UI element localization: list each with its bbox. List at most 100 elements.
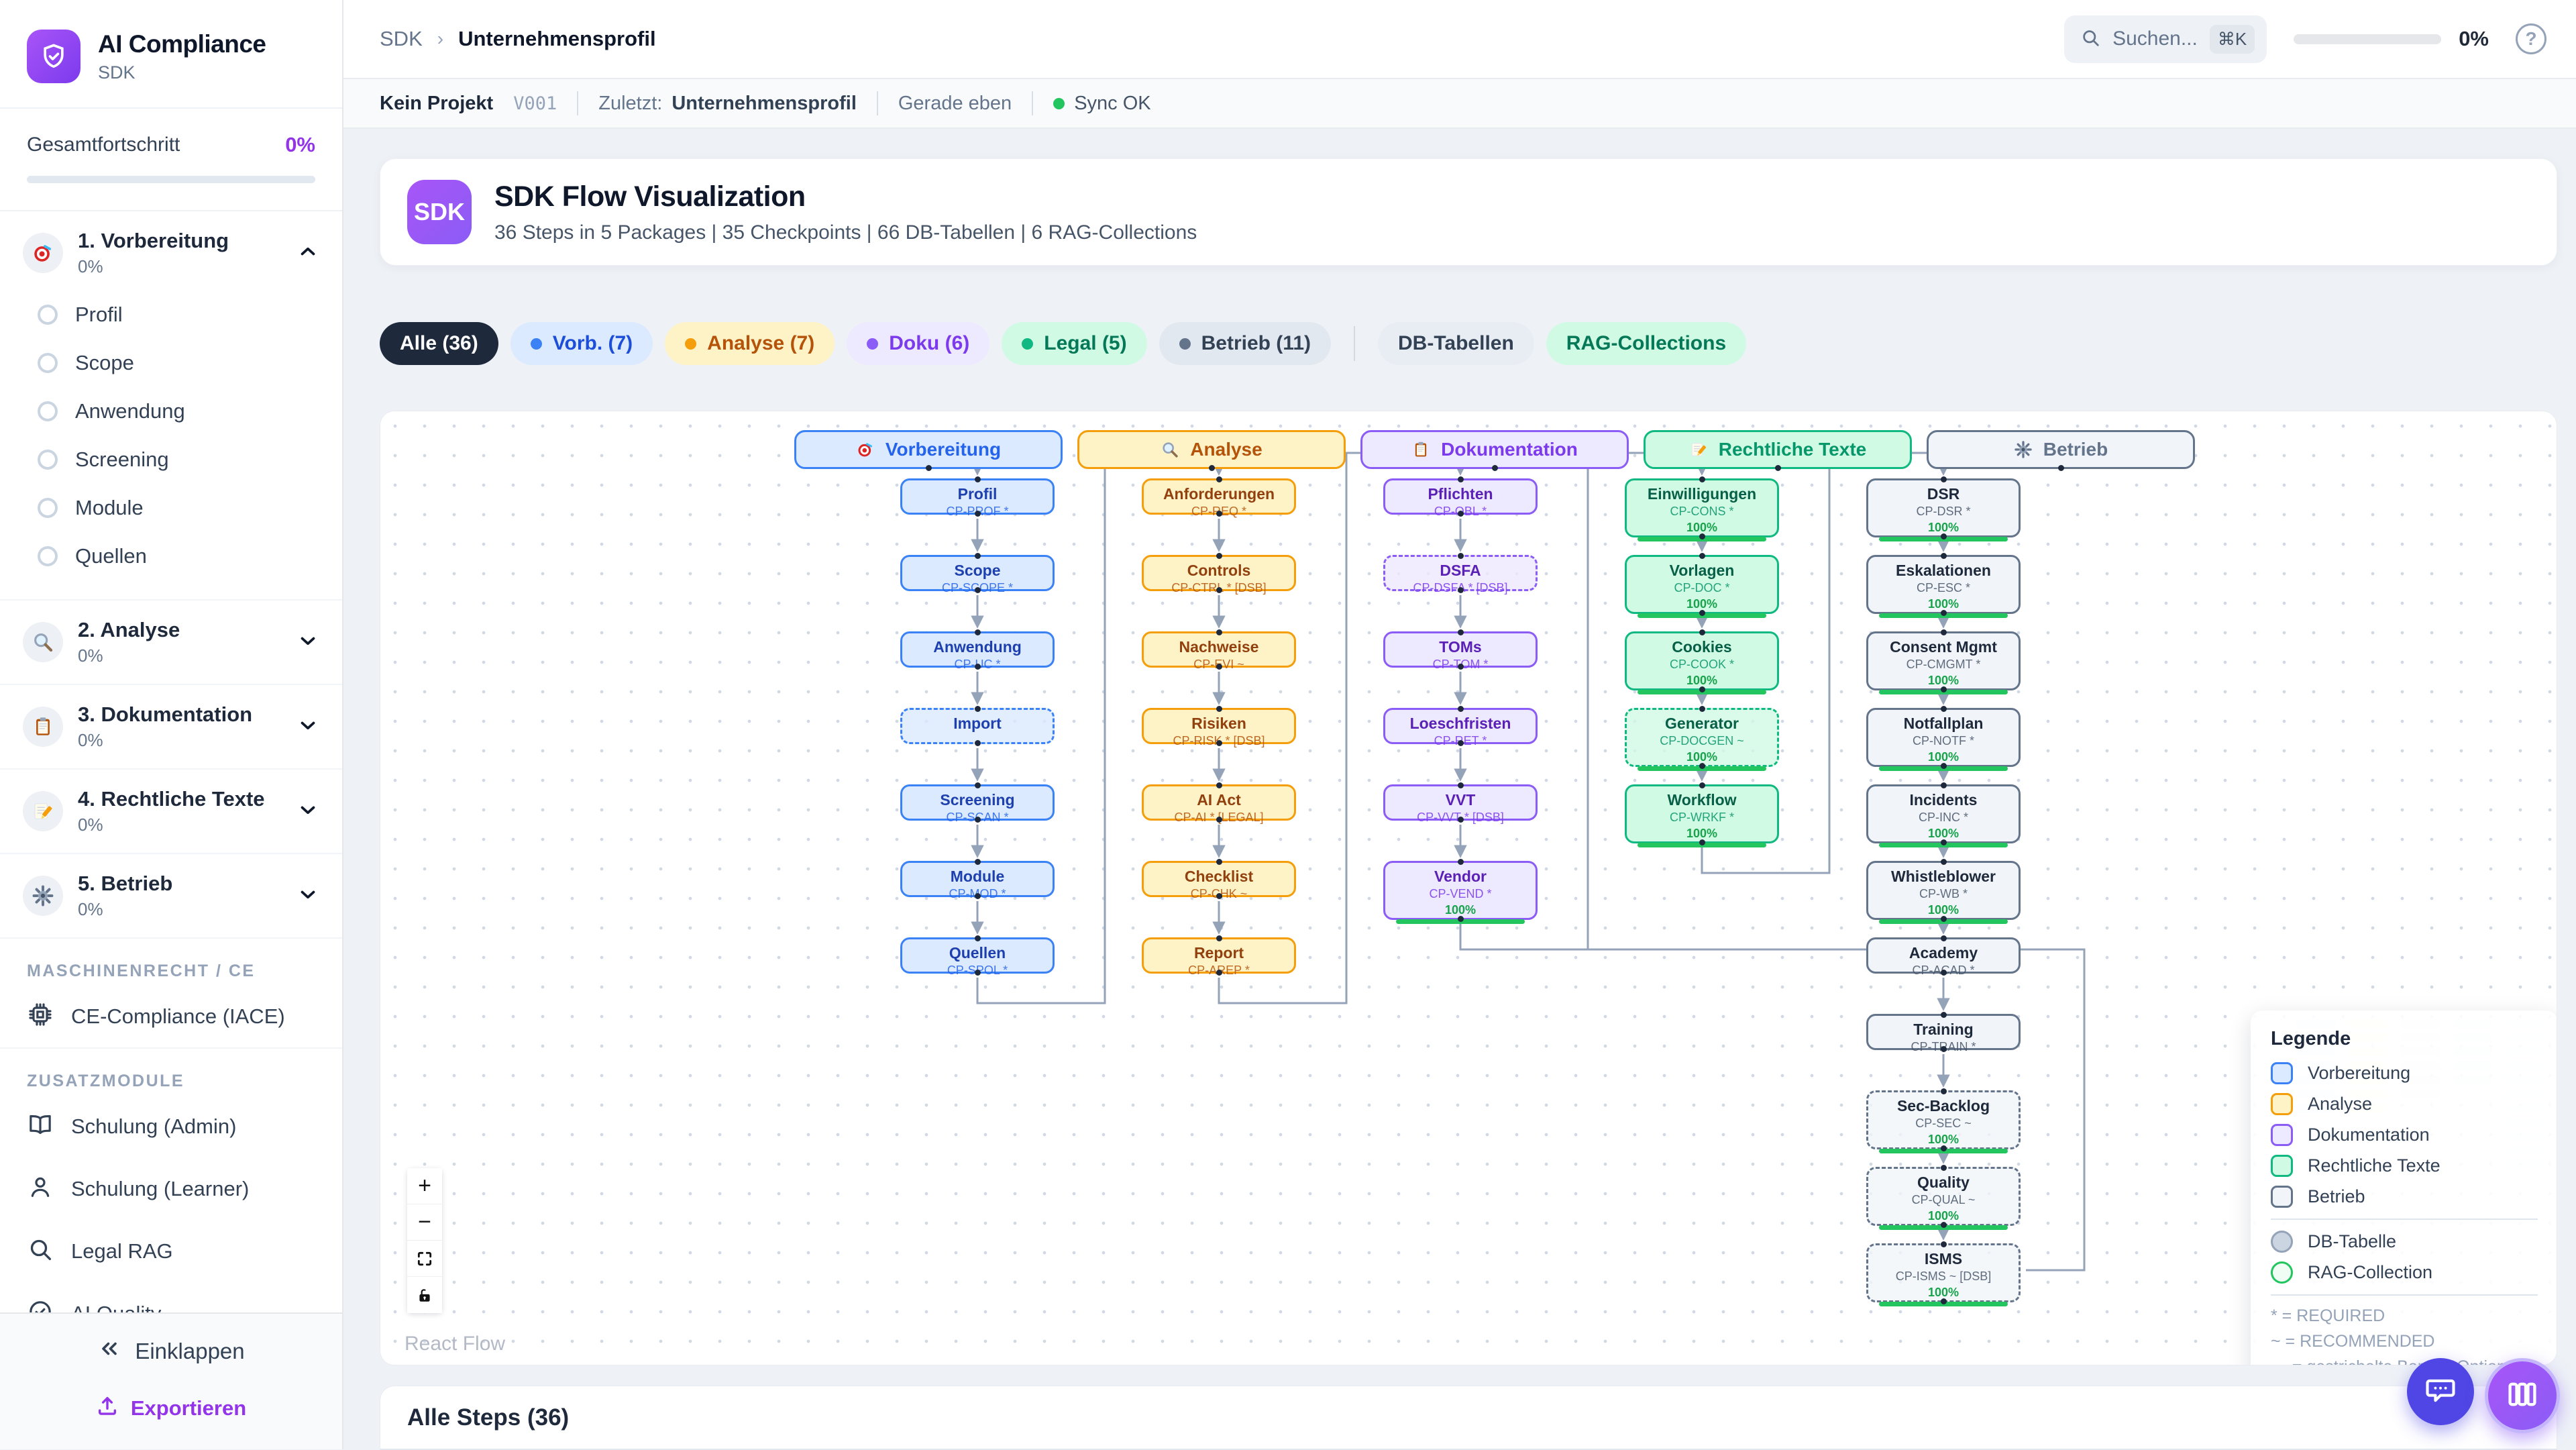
flow-node-dsr[interactable]: DSR CP-DSR * 100%	[1866, 476, 2021, 541]
flow-node-controls[interactable]: Controls CP-CTRL * [DSB]	[1142, 553, 1296, 594]
fit-view-button[interactable]	[407, 1241, 442, 1277]
flow-node-report[interactable]: Report CP-AREP *	[1142, 935, 1296, 977]
filter-chip-rag[interactable]: RAG-Collections	[1546, 322, 1747, 365]
flow-node-anforderungen[interactable]: Anforderungen CP-REQ *	[1142, 476, 1296, 518]
search-input[interactable]: Suchen... ⌘K	[2064, 15, 2267, 63]
phase-item-quellen[interactable]: Quellen	[31, 532, 319, 580]
magnifier-icon	[1161, 440, 1179, 459]
flow-node-ai-act[interactable]: AI Act CP-AI * [LEGAL]	[1142, 782, 1296, 824]
package-header-doku[interactable]: Dokumentation	[1360, 430, 1629, 471]
zoom-out-button[interactable]: −	[407, 1204, 442, 1241]
package-header-vorbereitung[interactable]: Vorbereitung	[794, 430, 1063, 471]
flow-node-incidents[interactable]: Incidents CP-INC * 100%	[1866, 782, 2021, 847]
flow-node-anwendung[interactable]: Anwendung CP-UC *	[900, 629, 1055, 671]
magnifier-icon	[23, 622, 63, 662]
package-header-betrieb[interactable]: Betrieb	[1927, 430, 2195, 471]
flow-node-quality[interactable]: Quality CP-QUAL ~100%	[1866, 1165, 2021, 1230]
flow-node-nachweise[interactable]: Nachweise CP-EVI ~	[1142, 629, 1296, 671]
phase-header[interactable]: 3. Dokumentation 0%	[23, 703, 319, 751]
filter-chip-db[interactable]: DB-Tabellen	[1378, 322, 1534, 365]
flow-node-cookies[interactable]: Cookies CP-COOK * 100%	[1625, 629, 1779, 694]
flow-node-academy[interactable]: Academy CP-ACAD *	[1866, 935, 2021, 977]
legend-item-db-tabelle: DB-Tabelle	[2271, 1231, 2538, 1253]
chat-fab-button[interactable]	[2407, 1358, 2474, 1425]
legend-item-legal: Rechtliche Texte	[2271, 1155, 2538, 1177]
flow-node-vendor[interactable]: Vendor CP-VEND * 100%	[1383, 859, 1538, 924]
pencil-icon	[23, 791, 63, 831]
header-progress-bar	[2294, 34, 2442, 44]
app-header: AI Compliance SDK	[0, 0, 342, 109]
flow-node-profil[interactable]: Profil CP-PROF *	[900, 476, 1055, 518]
legend-swatch-icon	[2271, 1186, 2293, 1208]
flow-node-whistleblower[interactable]: Whistleblower CP-WB * 100%	[1866, 859, 2021, 924]
flow-node-checklist[interactable]: Checklist CP-CHK ~	[1142, 859, 1296, 900]
flow-node-dsfa[interactable]: DSFA CP-DSFA * [DSB]	[1383, 553, 1538, 594]
lock-button[interactable]	[407, 1277, 442, 1313]
phase-item-module[interactable]: Module	[31, 484, 319, 532]
phase-item-screening[interactable]: Screening	[31, 435, 319, 484]
flow-node-isms[interactable]: ISMS CP-ISMS ~ [DSB] 100%	[1866, 1241, 2021, 1306]
zoom-in-button[interactable]: +	[407, 1168, 442, 1204]
export-button[interactable]: Exportieren	[0, 1394, 342, 1422]
phase-header[interactable]: 2. Analyse 0%	[23, 618, 319, 666]
legend-circle-icon	[2271, 1261, 2293, 1284]
flow-node-loeschfristen[interactable]: Loeschfristen CP-RET *	[1383, 706, 1538, 747]
filter-chips: Alle (36) Vorb. (7) Analyse (7) Doku (6) Leg…	[380, 322, 2557, 365]
help-icon[interactable]: ?	[2516, 23, 2546, 54]
filter-chip-all[interactable]: Alle (36)	[380, 322, 498, 365]
legend-note: --- = gestrichelte Border: Optional	[2271, 1357, 2538, 1365]
filter-chip-betrieb[interactable]: Betrieb (11)	[1159, 322, 1331, 365]
phase-5: 5. Betrieb 0%	[0, 854, 342, 939]
package-header-analyse[interactable]: Analyse	[1077, 430, 1346, 471]
reactflow-attribution[interactable]: React Flow	[405, 1333, 506, 1355]
flow-node-vvt[interactable]: VVT CP-VVT * [DSB]	[1383, 782, 1538, 824]
filter-chip-vorbereitung[interactable]: Vorb. (7)	[510, 322, 653, 365]
phase-item-profil[interactable]: Profil	[31, 291, 319, 339]
sidebar: AI Compliance SDK Gesamtfortschritt 0% 1…	[0, 0, 343, 1449]
phase-item-anwendung[interactable]: Anwendung	[31, 387, 319, 435]
legend-title: Legende	[2271, 1028, 2351, 1049]
legend-note: * = REQUIRED	[2271, 1306, 2385, 1325]
flow-node-consent-mgmt[interactable]: Consent Mgmt CP-CMGMT * 100%	[1866, 629, 2021, 694]
flow-node-module[interactable]: Module CP-MOD *	[900, 859, 1055, 900]
flow-node-training[interactable]: Training CP-TRAIN *	[1866, 1012, 2021, 1053]
filter-chip-legal[interactable]: Legal (5)	[1002, 322, 1147, 365]
legend-item-rag-collection: RAG-Collection	[2271, 1261, 2538, 1284]
flow-node-workflow[interactable]: Workflow CP-WRKF * 100%	[1625, 782, 1779, 847]
filter-chip-analyse[interactable]: Analyse (7)	[665, 322, 835, 365]
flow-node-pflichten[interactable]: Pflichten CP-OBL *	[1383, 476, 1538, 518]
board-view-fab-button[interactable]	[2485, 1358, 2560, 1433]
phase-item-scope[interactable]: Scope	[31, 339, 319, 387]
phase-header[interactable]: 5. Betrieb 0%	[23, 872, 319, 920]
flow-node-generator[interactable]: Generator CP-DOCGEN ~100%	[1625, 706, 1779, 771]
flow-node-vorlagen[interactable]: Vorlagen CP-DOC * 100%	[1625, 553, 1779, 618]
shield-check-icon	[27, 30, 80, 83]
flow-controls: + −	[407, 1168, 442, 1313]
last-value: Unternehmensprofil	[672, 92, 857, 114]
flow-node-notfallplan[interactable]: Notfallplan CP-NOTF * 100%	[1866, 706, 2021, 771]
flow-node-scope[interactable]: Scope CP-SCOPE *	[900, 553, 1055, 594]
flow-node-risiken[interactable]: Risiken CP-RISK * [DSB]	[1142, 706, 1296, 747]
flow-node-einwilligungen[interactable]: Einwilligungen CP-CONS * 100%	[1625, 476, 1779, 541]
flow-node-eskalationen[interactable]: Eskalationen CP-ESC * 100%	[1866, 553, 2021, 618]
flow-node-import[interactable]: Import	[900, 706, 1055, 746]
legend-circle-icon	[2271, 1231, 2293, 1253]
flow-node-screening[interactable]: Screening CP-SCAN *	[900, 782, 1055, 824]
sidebar-item-ce-compliance-iace-[interactable]: CE-Compliance (IACE)	[0, 985, 342, 1047]
breadcrumb-sdk[interactable]: SDK	[380, 27, 423, 50]
package-header-legal[interactable]: Rechtliche Texte	[1644, 430, 1912, 471]
sidebar-item-schulung-admin-[interactable]: Schulung (Admin)	[0, 1095, 342, 1157]
collapse-button[interactable]: Einklappen	[97, 1337, 245, 1366]
filter-chip-doku[interactable]: Doku (6)	[847, 322, 990, 365]
flow-node-quellen[interactable]: Quellen CP-SPOL *	[900, 935, 1055, 977]
clipboard-icon	[23, 707, 63, 747]
flow-canvas[interactable]: Legende Vorbereitung Analyse Dokumentation…	[380, 411, 2557, 1365]
sidebar-item-legal-rag[interactable]: Legal RAG	[0, 1220, 342, 1282]
phase-header[interactable]: 1. Vorbereitung 0%	[23, 229, 319, 277]
phase-header[interactable]: 4. Rechtliche Texte 0%	[23, 787, 319, 835]
status-circle-icon	[38, 353, 58, 373]
flow-node-toms[interactable]: TOMs CP-TOM *	[1383, 629, 1538, 671]
sidebar-item-schulung-learner-[interactable]: Schulung (Learner)	[0, 1157, 342, 1220]
flow-node-sec-backlog[interactable]: Sec-Backlog CP-SEC ~100%	[1866, 1088, 2021, 1153]
search-icon	[2080, 28, 2100, 51]
